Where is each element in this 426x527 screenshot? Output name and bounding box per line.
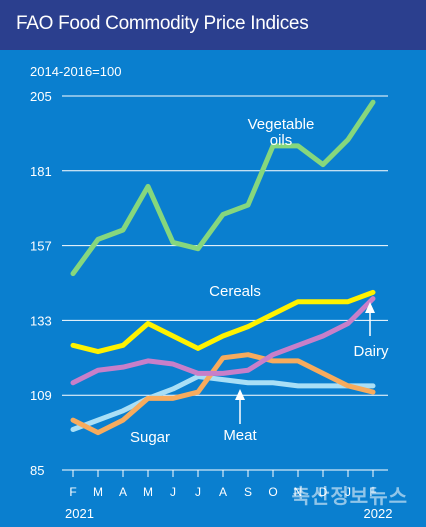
x-tick-label-3: M [143, 485, 153, 499]
x-tick-label-4: J [170, 485, 176, 499]
x-tick-label-11: J [345, 485, 351, 499]
y-tick-label-157: 157 [30, 239, 52, 254]
x-tick-label-10: D [319, 485, 328, 499]
x-tick-label-12: F [369, 485, 376, 499]
x-tick-label-0: F [69, 485, 76, 499]
y-tick-label-85: 85 [30, 463, 44, 478]
series-label-vegetable-oils: Vegetable [248, 116, 315, 133]
year-label-2022: 2022 [364, 506, 393, 521]
dairy-pointer-head [365, 302, 375, 313]
series-label-sugar: Sugar [130, 429, 170, 446]
x-tick-label-6: A [219, 485, 227, 499]
y-tick-label-181: 181 [30, 164, 52, 179]
meat-pointer-head [235, 389, 245, 400]
x-tick-label-8: O [268, 485, 277, 499]
unit-note: 2014-2016=100 [30, 64, 122, 79]
series-line-cereals [70, 289, 376, 355]
watermark: 축산정보뉴스 [291, 486, 408, 508]
series-line-meat [70, 374, 376, 432]
chart-title: FAO Food Commodity Price Indices [16, 13, 309, 34]
y-tick-label-133: 133 [30, 313, 52, 328]
series-line-vegetable-oils [70, 99, 376, 277]
x-tick-label-7: S [244, 485, 252, 499]
y-tick-label-109: 109 [30, 388, 52, 403]
year-label-2021: 2021 [65, 506, 94, 521]
y-tick-label-205: 205 [30, 89, 52, 104]
x-tick-label-1: M [93, 485, 103, 499]
x-tick-label-2: A [119, 485, 127, 499]
title-bar: FAO Food Commodity Price Indices [0, 0, 426, 50]
x-tick-label-9: N [294, 485, 303, 499]
series-label-meat: Meat [223, 427, 257, 444]
series-line-sugar [70, 352, 376, 436]
series-label-cereals: Cereals [209, 283, 261, 300]
series-label-vegetable-oils-line-1: oils [270, 132, 293, 149]
series-label-dairy: Dairy [353, 343, 389, 360]
x-tick-label-5: J [195, 485, 201, 499]
series-line-dairy [70, 296, 376, 386]
